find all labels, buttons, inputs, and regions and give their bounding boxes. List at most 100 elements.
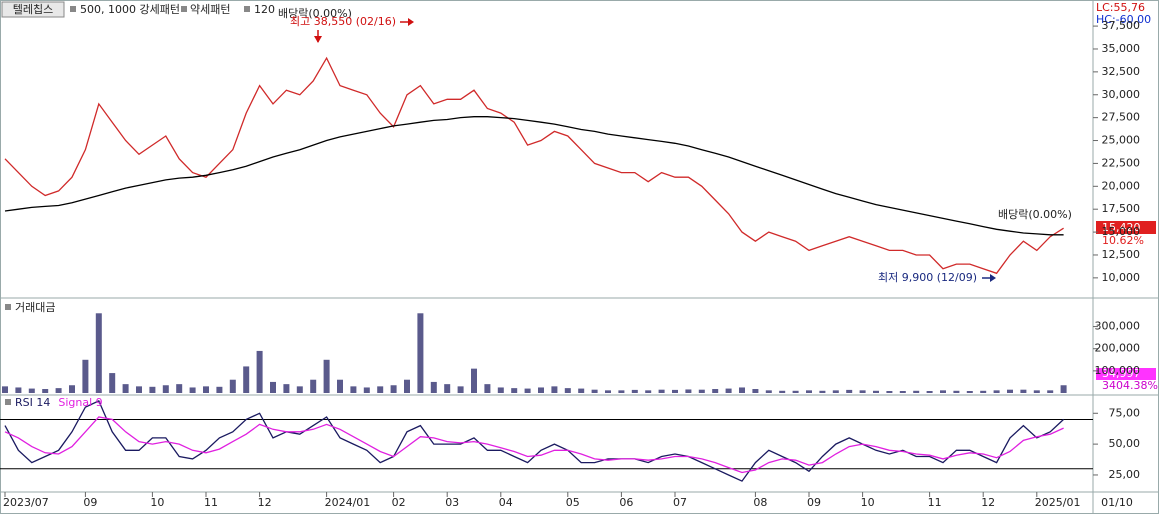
y-tick-label: 35,000 <box>1102 42 1141 55</box>
bar <box>270 381 276 393</box>
bar <box>886 391 893 393</box>
x-tick-label: 09 <box>83 496 97 509</box>
bar <box>524 388 531 393</box>
icon <box>70 6 76 12</box>
bar <box>712 389 719 393</box>
legend-label: RSI 14 <box>15 396 50 409</box>
bar <box>296 386 303 393</box>
bar <box>806 390 812 393</box>
x-tick-label: 05 <box>566 496 580 509</box>
y-tick-label: 17,500 <box>1102 202 1141 215</box>
bar <box>1007 389 1013 393</box>
y-tick-label: 15,000 <box>1102 225 1141 238</box>
bar <box>497 387 504 393</box>
stock-name[interactable]: 텔레칩스 <box>13 3 53 16</box>
x-tick-label: 2024/01 <box>325 496 371 509</box>
bar <box>82 359 89 393</box>
bar <box>605 390 611 393</box>
bar <box>725 388 732 393</box>
icon <box>181 6 187 12</box>
bar <box>256 350 263 393</box>
current-date: 01/10 <box>1101 496 1133 509</box>
bar <box>1020 389 1027 393</box>
bar <box>189 387 196 393</box>
bar <box>779 390 786 393</box>
bar <box>940 390 946 393</box>
y-tick-label: 12,500 <box>1102 248 1141 261</box>
x-tick-label: 08 <box>753 496 767 509</box>
y-tick-label: 37,500 <box>1102 19 1141 32</box>
price-tag <box>1096 221 1156 234</box>
volume-tag-label: 34,997 <box>1102 367 1141 380</box>
y-tick-label: 22,500 <box>1102 156 1141 169</box>
y-tick-label: 20,000 <box>1102 179 1141 192</box>
volume-change-label: 3404.38% <box>1102 379 1158 392</box>
bar <box>69 385 75 393</box>
icon <box>244 6 250 12</box>
bar <box>980 390 987 393</box>
arrow-head <box>408 18 414 26</box>
x-tick-label: 2025/01 <box>1035 496 1081 509</box>
bar <box>484 384 491 393</box>
arrow-head <box>990 274 996 282</box>
y-tick-label: 10,000 <box>1102 271 1141 284</box>
bar <box>283 384 290 393</box>
bar <box>15 387 22 393</box>
bar <box>149 386 156 393</box>
indicator-label: 500, 1000 강세패턴 <box>80 3 180 16</box>
bar <box>859 390 866 393</box>
bar <box>953 390 960 393</box>
indicator-label: 약세패턴 <box>190 2 230 16</box>
bar <box>658 389 665 393</box>
bar <box>551 386 558 393</box>
bar <box>993 390 1000 393</box>
volume-tag <box>1096 368 1156 380</box>
bar <box>873 390 879 393</box>
bar <box>685 389 692 393</box>
bar <box>645 390 652 393</box>
x-tick-label: 07 <box>673 496 687 509</box>
x-tick-label: 06 <box>619 496 633 509</box>
bar <box>564 388 571 393</box>
bar <box>471 368 477 393</box>
bar <box>28 388 35 393</box>
y-tick-label: 200,000 <box>1095 342 1141 355</box>
x-tick-label: 11 <box>204 496 218 509</box>
bar <box>55 388 62 393</box>
series-line <box>4 56 1064 275</box>
change-label: 10.62% <box>1102 234 1144 247</box>
y-tick-label: 30,000 <box>1102 88 1141 101</box>
bar <box>457 386 464 393</box>
y-tick-label: 32,500 <box>1102 65 1141 78</box>
bar <box>578 388 585 393</box>
bar <box>203 386 209 393</box>
x-tick-label: 10 <box>861 496 875 509</box>
bar <box>792 390 799 393</box>
bar <box>337 379 343 393</box>
bar <box>417 313 424 393</box>
panel-title: 거래대금 <box>15 301 55 314</box>
series-line <box>4 116 1064 236</box>
price-tag-label: 15,420 <box>1102 221 1141 234</box>
x-tick-label: 10 <box>150 496 164 509</box>
bar <box>390 385 397 393</box>
x-tick-label: 02 <box>392 496 406 509</box>
bar <box>95 313 102 393</box>
bar <box>913 390 920 393</box>
bar <box>538 387 544 393</box>
x-tick-label: 12 <box>981 496 995 509</box>
x-tick-label: 09 <box>807 496 821 509</box>
bar <box>162 385 169 393</box>
bar <box>136 386 142 393</box>
bar <box>899 391 906 393</box>
bar <box>739 387 745 393</box>
y-tick-label: 25,000 <box>1102 134 1141 147</box>
x-tick-label: 04 <box>499 496 513 509</box>
stock-name-box[interactable] <box>1 1 65 18</box>
bar <box>752 389 759 393</box>
bar <box>591 389 598 393</box>
bar <box>2 386 8 393</box>
lc-label: LC:55,76 <box>1096 1 1145 14</box>
